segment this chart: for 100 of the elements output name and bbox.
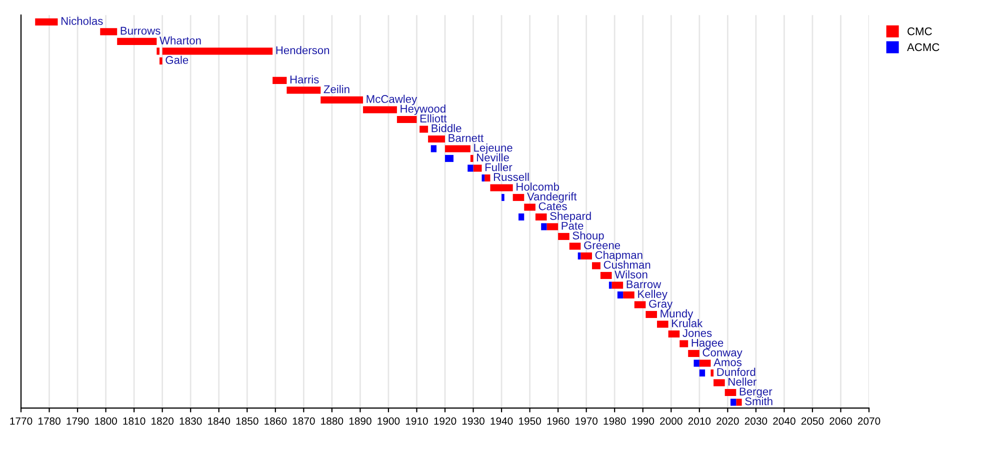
bar (512, 194, 524, 201)
bar (535, 213, 547, 220)
y-tick-label: Gray (649, 300, 673, 310)
y-tick-label: Chapman (595, 250, 642, 262)
bar (428, 135, 445, 142)
x-tick-label: 1970 (576, 417, 598, 425)
bar (657, 320, 668, 328)
y-tick-label: Russell (494, 172, 529, 181)
bar (546, 223, 558, 230)
y-tick-label: Barnett (448, 134, 484, 142)
y-tick-label: Lejeune (474, 144, 512, 154)
bar (569, 242, 581, 250)
y-tick-label: Gale (166, 56, 188, 64)
y-tick-label: Neville (477, 153, 509, 162)
x-tick-label: 2040 (773, 417, 796, 425)
x-tick-label: 1990 (632, 417, 654, 425)
bar (35, 18, 58, 26)
x-tick-label: 1960 (547, 417, 570, 425)
bar (634, 301, 646, 308)
bar (468, 164, 474, 172)
y-tick-label: Kelley (638, 290, 668, 300)
x-tick-label: 1980 (604, 417, 626, 425)
bar (286, 86, 321, 94)
y-tick-label: Henderson (276, 46, 330, 54)
x-tick-label: 1910 (406, 417, 428, 425)
bar (724, 388, 736, 396)
x-tick-label: 1850 (236, 417, 258, 425)
x-tick-label: 1930 (462, 417, 484, 425)
bar (502, 194, 504, 201)
x-tick-label: 1810 (123, 417, 146, 425)
bar (646, 310, 657, 318)
bar (694, 360, 700, 367)
bar (484, 174, 490, 182)
bar (680, 340, 688, 348)
y-tick-label: Smith (745, 397, 772, 406)
bar (160, 57, 162, 64)
bar (470, 154, 474, 162)
y-tick-label: Krulak (672, 319, 703, 328)
bar (592, 262, 600, 270)
y-tick-label: Greene (584, 241, 620, 250)
bar (445, 154, 454, 162)
bar (420, 126, 428, 133)
bar (482, 174, 485, 182)
y-tick-label: Heywood (400, 104, 446, 115)
x-tick-label: 1880 (321, 417, 344, 425)
y-tick-label: Amos (714, 358, 742, 366)
y-tick-label: Wilson (614, 270, 648, 278)
x-tick-label: 1830 (180, 417, 202, 425)
bar (736, 398, 742, 406)
x-tick-label: 1800 (95, 417, 117, 425)
y-tick-label: Pate (562, 222, 584, 230)
y-tick-label: Nicholas (61, 16, 103, 25)
x-tick-label: 2010 (688, 417, 711, 425)
x-tick-label: 2050 (801, 417, 824, 425)
x-tick-label: 1820 (152, 417, 174, 425)
bar (541, 223, 547, 230)
bar (710, 369, 714, 376)
x-tick-label: 1770 (10, 417, 32, 425)
bar (363, 106, 397, 114)
x-tick-label: 1890 (349, 417, 372, 425)
x-tick-label: 2060 (830, 417, 852, 425)
x-tick-label: 2070 (858, 417, 880, 425)
y-tick-label: Shepard (550, 212, 591, 222)
x-tick-label: 1870 (292, 417, 315, 425)
y-tick-label: Conway (702, 348, 742, 359)
y-tick-label: Cushman (604, 260, 650, 269)
bar (490, 184, 513, 192)
y-tick-label: Neller (728, 378, 756, 386)
x-tick-label: 1900 (378, 417, 400, 425)
y-tick-label: Mundy (660, 309, 694, 320)
y-tick-label: Harris (290, 75, 319, 84)
x-tick-label: 1940 (490, 417, 513, 425)
y-tick-label: Fuller (485, 163, 512, 172)
bar (600, 272, 612, 279)
bar (730, 398, 736, 406)
y-tick-label: Holcomb (516, 182, 560, 191)
y-tick-label: Barrow (626, 280, 662, 288)
x-tick-label: 1860 (264, 417, 287, 425)
y-tick-label: Jones (682, 329, 712, 337)
y-tick-label: Cates (538, 202, 567, 210)
y-tick-label: Burrows (120, 26, 160, 35)
x-tick-label: 1950 (519, 417, 541, 425)
bar (714, 379, 725, 386)
bar (100, 28, 118, 36)
y-tick-label: Hagee (692, 338, 724, 349)
y-tick-label: McCawley (366, 94, 418, 106)
bar (608, 282, 612, 289)
x-tick-label: 2030 (744, 417, 768, 425)
x-tick-label: 1790 (66, 417, 89, 425)
bar (518, 213, 524, 220)
bar (156, 48, 160, 55)
bar (617, 291, 624, 298)
bar (396, 116, 417, 123)
y-tick-label: Elliott (420, 114, 447, 122)
x-tick-label: 1920 (434, 417, 456, 425)
bar (699, 360, 711, 367)
bar (688, 350, 700, 357)
y-tick-label: Vandegrift (527, 192, 577, 203)
legend-label: CMC (908, 27, 932, 36)
bar (320, 96, 364, 104)
